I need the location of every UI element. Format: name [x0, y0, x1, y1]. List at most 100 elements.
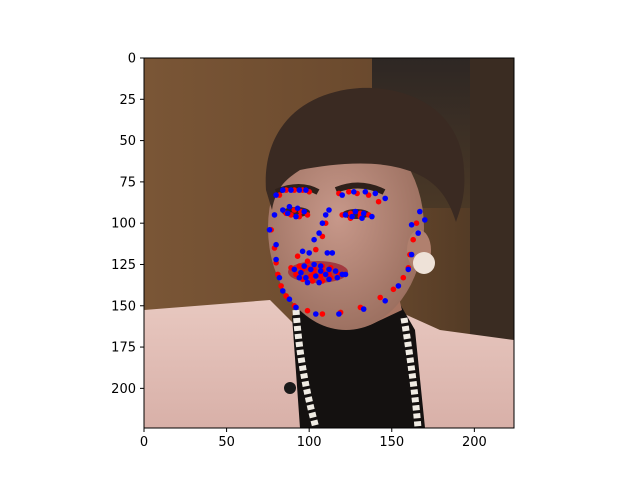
- landmark-point-s1-48: [301, 263, 308, 269]
- landmark-point-s0-29: [304, 258, 311, 265]
- landmark-point-s1-55: [316, 279, 322, 286]
- landmark-point-s1-22: [339, 192, 346, 198]
- landmark-point-s1-36: [294, 205, 301, 212]
- landmark-point-s1-45: [359, 215, 365, 221]
- landmark-point-s1-27: [299, 248, 306, 255]
- x-tick-label: 100: [297, 435, 322, 450]
- landmark-point-s1-16: [417, 208, 423, 215]
- y-tick-label: 200: [111, 382, 136, 397]
- photo-left-brow: [274, 184, 320, 195]
- y-tick-label: 175: [111, 341, 136, 356]
- landmark-point-s1-15: [422, 217, 428, 223]
- landmark-point-s1-2: [273, 256, 279, 263]
- landmark-point-s1-52: [332, 268, 339, 274]
- photo-earring: [413, 252, 435, 274]
- landmark-point-s1-44: [369, 213, 375, 220]
- photo-microphone: [284, 382, 296, 394]
- landmark-point-s1-38: [293, 213, 299, 220]
- landmark-point-s1-43: [360, 210, 367, 217]
- landmark-point-s0-61: [317, 273, 324, 279]
- landmark-point-s1-50: [317, 263, 324, 269]
- x-tick-label: 150: [379, 435, 404, 450]
- plot-frame: [143, 57, 515, 429]
- landmark-point-s1-9: [360, 306, 367, 312]
- landmark-point-s0-24: [346, 189, 352, 195]
- x-tick-label: 50: [218, 435, 235, 450]
- landmark-point-s1-1: [273, 241, 279, 248]
- landmark-point-s0-12: [390, 286, 397, 293]
- landmark-point-s1-3: [276, 274, 283, 281]
- landmark-point-s1-33: [326, 207, 332, 213]
- y-axis: 0 25 50 75 100 125 150 175 200: [111, 52, 144, 397]
- landmark-point-s0-8: [319, 311, 326, 317]
- landmark-point-s1-24: [362, 189, 369, 195]
- landmark-point-s1-61: [322, 271, 329, 278]
- landmark-point-s0-30: [313, 246, 319, 253]
- landmark-point-s1-65: [329, 250, 336, 256]
- x-tick-label: 0: [140, 435, 148, 450]
- y-tick-label: 25: [119, 93, 136, 108]
- landmark-point-s1-47: [291, 266, 298, 273]
- landmark-point-s1-41: [342, 212, 349, 218]
- landmark-point-s1-25: [372, 190, 379, 197]
- landmark-point-s1-20: [296, 187, 303, 193]
- y-tick-label: 75: [119, 175, 136, 190]
- landmark-point-s1-28: [306, 250, 313, 256]
- landmark-point-s1-21: [303, 187, 309, 193]
- x-tick-label: 200: [462, 435, 487, 450]
- landmark-point-s1-67: [342, 271, 349, 278]
- landmark-point-s1-29: [311, 236, 317, 243]
- landmark-point-s1-57: [296, 274, 303, 281]
- y-tick-label: 50: [119, 134, 136, 149]
- landmark-point-s1-0: [266, 227, 273, 233]
- photo-black-top: [292, 300, 425, 428]
- landmark-point-s1-56: [304, 279, 311, 286]
- landmark-point-s0-28: [294, 253, 301, 259]
- landmark-point-s1-19: [288, 187, 294, 193]
- landmark-point-s1-62: [313, 273, 319, 279]
- landmark-point-s1-17: [273, 192, 279, 198]
- landmark-point-s1-18: [280, 187, 286, 193]
- landmark-point-s1-10: [382, 298, 389, 304]
- landmark-point-s1-59: [308, 266, 314, 273]
- landmark-point-s1-35: [286, 203, 293, 210]
- landmark-point-s0-54: [309, 278, 316, 284]
- landmark-point-s1-8: [336, 311, 342, 317]
- landmark-point-s1-37: [301, 208, 308, 215]
- landmark-point-s1-5: [286, 296, 293, 303]
- landmark-point-s0-13: [400, 274, 407, 281]
- landmark-point-s1-40: [271, 212, 278, 218]
- landmark-point-s0-11: [377, 294, 384, 301]
- landmark-point-s0-62: [308, 273, 314, 279]
- landmark-point-s0-4: [278, 283, 284, 289]
- landmark-point-s1-54: [326, 276, 332, 283]
- y-tick-label: 125: [111, 258, 136, 273]
- photo-hair: [265, 87, 465, 222]
- face-photo: [144, 58, 514, 428]
- landmark-point-s1-26: [382, 195, 389, 202]
- landmark-point-s1-7: [313, 311, 319, 317]
- landmark-point-s0-27: [375, 198, 382, 205]
- landmark-point-s1-51: [326, 266, 332, 273]
- landmark-point-s1-49: [311, 261, 317, 268]
- y-tick-label: 0: [128, 52, 136, 67]
- x-axis: 0 50 100 150 200: [140, 428, 487, 450]
- landmark-point-s1-12: [405, 266, 412, 273]
- landmark-point-s0-7: [304, 307, 311, 314]
- photo-right-brow: [334, 182, 386, 195]
- landmark-point-s1-46: [349, 213, 355, 220]
- landmark-point-s1-63: [303, 274, 309, 281]
- landmark-points: [266, 187, 428, 317]
- landmark-point-s1-30: [316, 230, 322, 236]
- landmark-point-s1-64: [324, 250, 331, 256]
- landmark-point-s1-4: [280, 288, 286, 294]
- landmark-point-s1-39: [284, 210, 291, 217]
- landmark-point-s1-58: [298, 269, 304, 276]
- landmark-point-s1-42: [352, 208, 359, 215]
- landmark-point-s0-16: [410, 236, 417, 243]
- landmark-point-s0-17: [413, 220, 420, 226]
- landmark-point-s1-23: [351, 189, 357, 195]
- landmark-point-s1-14: [415, 230, 422, 236]
- landmark-point-s1-11: [395, 283, 402, 289]
